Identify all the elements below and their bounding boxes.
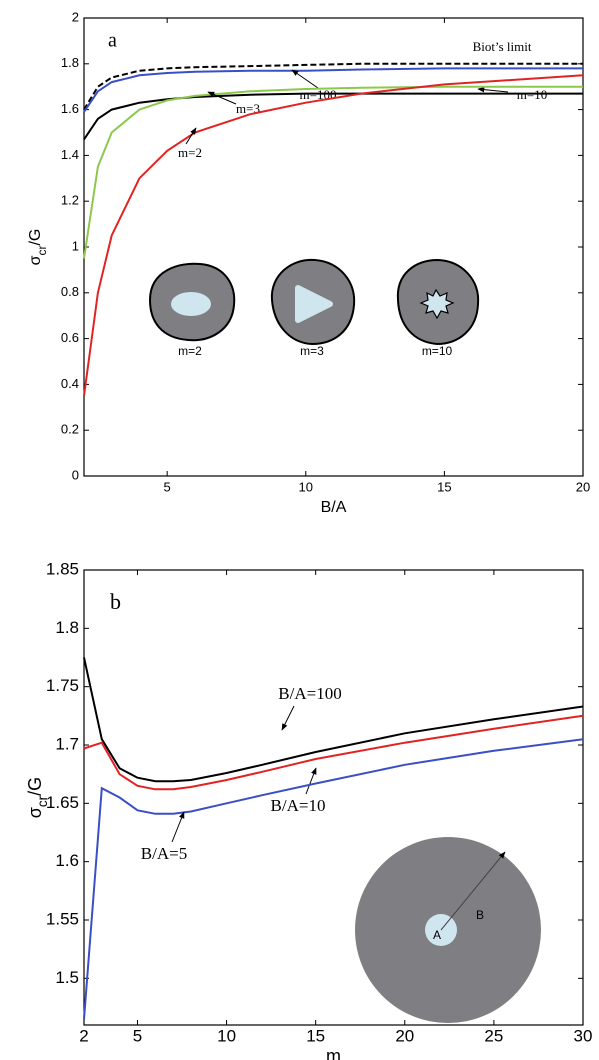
x-tick-label: 10	[299, 479, 313, 494]
annotation-arrow	[477, 86, 509, 93]
annotation: Biot’s limit	[473, 39, 532, 54]
y-tick-label: 0.4	[61, 376, 79, 391]
inset-shapes	[355, 837, 541, 1023]
annotation-arrow	[281, 705, 295, 731]
y-tick-label: 1.55	[46, 909, 79, 928]
y-tick-label: 1.5	[55, 968, 79, 987]
x-tick-label: 15	[306, 1026, 325, 1045]
panel-label: a	[108, 30, 117, 52]
annotation: m=10	[517, 87, 547, 102]
y-label-symbol: σ	[27, 255, 44, 265]
y-label-symbol: σ	[25, 807, 45, 818]
y-tick-label: 1.8	[55, 618, 79, 637]
x-tick-label: 5	[164, 479, 171, 494]
y-tick-label: 1.75	[46, 676, 79, 695]
annotation-arrow	[207, 91, 237, 105]
inset-label: B	[476, 908, 484, 922]
y-tick-label: 1	[72, 238, 79, 253]
y-label-rest: /G	[27, 229, 44, 246]
x-tick-label: 25	[484, 1026, 503, 1045]
y-label-subscript: cr	[35, 246, 49, 256]
inset-label: m=10	[422, 344, 453, 358]
annotation: B/A=100	[278, 684, 341, 703]
y-tick-label: 1.2	[61, 193, 79, 208]
x-tick-label: 30	[574, 1026, 593, 1045]
y-tick-label: 0.2	[61, 422, 79, 437]
annotation-arrow	[185, 127, 197, 145]
y-tick-label: 1.85	[46, 559, 79, 578]
y-label-rest: /G	[25, 777, 45, 796]
y-axis-label: σcr/G	[27, 229, 49, 266]
plot-frame	[83, 569, 584, 1026]
x-tick-label: 15	[437, 479, 451, 494]
x-tick-label: 20	[395, 1026, 414, 1045]
annotation: m=2	[178, 145, 202, 160]
y-tick-label: 1.6	[61, 101, 79, 116]
series-line	[83, 74, 584, 397]
x-tick-label: 10	[217, 1026, 236, 1045]
series-line	[83, 92, 583, 140]
y-tick-label: 1.4	[61, 147, 79, 162]
y-tick-label: 1.65	[46, 793, 79, 812]
y-tick-label: 1.6	[55, 851, 79, 870]
x-tick-label: 20	[576, 479, 590, 494]
series-line	[83, 67, 583, 113]
annotation-arrow	[171, 811, 185, 843]
y-tick-label: 0.6	[61, 330, 79, 345]
x-axis-label: m	[326, 1046, 341, 1060]
inset-label: m=2	[178, 344, 202, 358]
y-axis-label: σcr/G	[25, 777, 50, 818]
x-tick-label: 5	[133, 1026, 142, 1045]
x-axis-label: B/A	[321, 499, 347, 516]
inset-label: A	[433, 928, 441, 942]
panel-label: b	[110, 589, 121, 614]
series-line	[83, 62, 583, 111]
y-tick-label: 0.8	[61, 284, 79, 299]
series-line	[83, 714, 584, 791]
annotation: m=3	[236, 101, 260, 116]
y-tick-label: 2	[72, 9, 79, 24]
inset-shapes	[148, 258, 480, 346]
annotation: B/A=5	[141, 844, 187, 863]
annotation-arrow	[291, 69, 319, 89]
annotation-arrow	[305, 767, 317, 795]
x-tick-label: 2	[79, 1026, 88, 1045]
y-label-subscript: cr	[35, 795, 50, 807]
y-tick-label: 1.7	[55, 734, 79, 753]
series-line	[83, 85, 583, 259]
inset-label: m=3	[300, 344, 324, 358]
annotation: B/A=10	[271, 796, 326, 815]
series-line	[83, 738, 584, 1020]
y-tick-label: 0	[72, 467, 79, 482]
y-tick-label: 1.8	[61, 55, 79, 70]
series-line	[83, 657, 584, 783]
